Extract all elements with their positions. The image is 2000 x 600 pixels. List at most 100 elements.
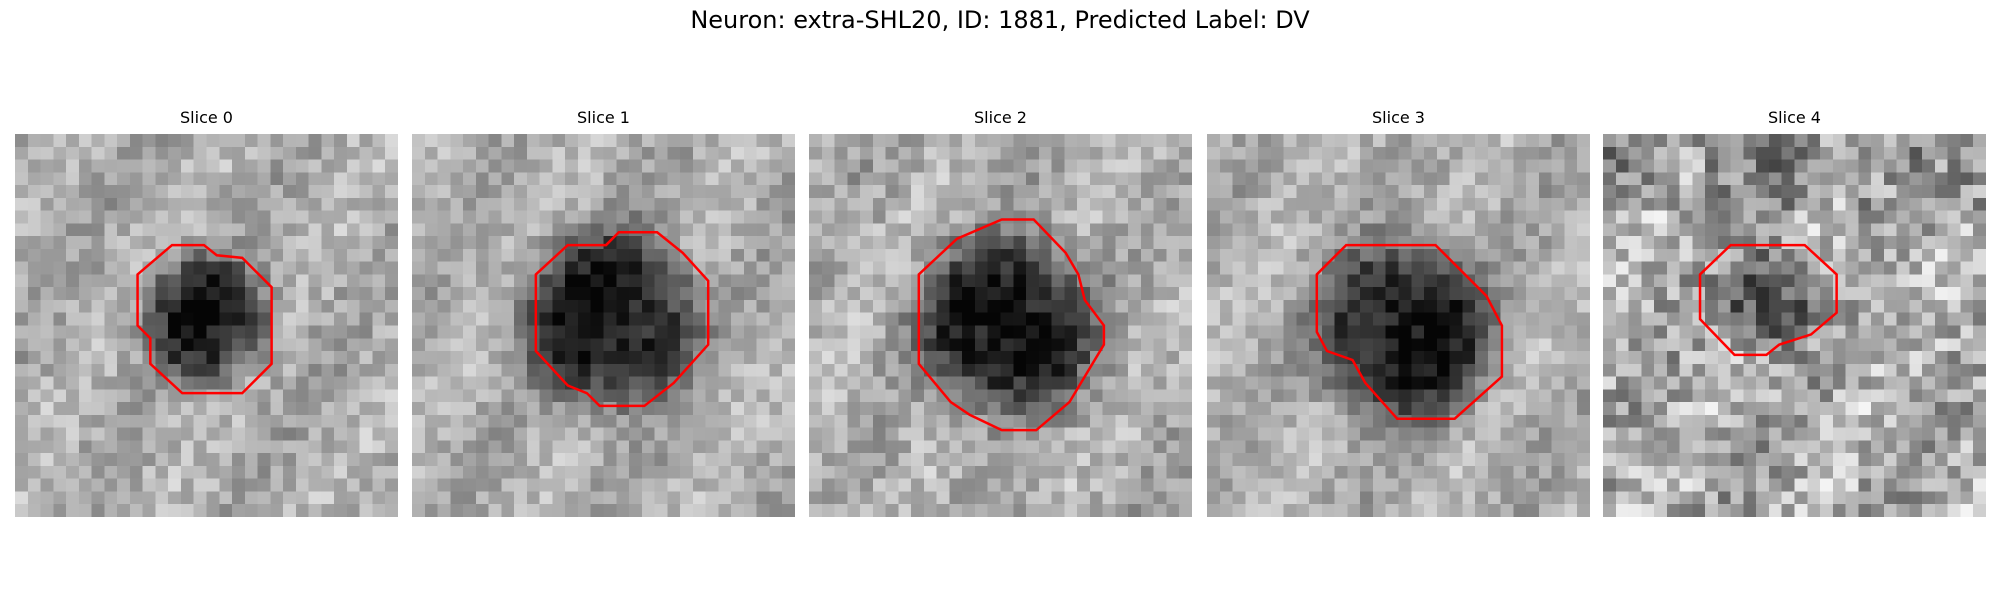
pixel (731, 223, 745, 237)
pixel (911, 453, 925, 467)
pixel (590, 223, 604, 237)
pixel (860, 159, 874, 173)
pixel (1424, 504, 1438, 517)
pixel (1947, 185, 1961, 199)
pixel (1258, 351, 1272, 365)
pixel (78, 478, 92, 492)
pixel (308, 312, 322, 326)
pixel (1756, 185, 1770, 199)
pixel (1270, 287, 1284, 301)
pixel (1051, 427, 1065, 441)
pixel (641, 274, 655, 288)
pixel (629, 197, 643, 211)
pixel (463, 491, 477, 505)
pixel (1334, 299, 1348, 313)
pixel (270, 172, 284, 186)
pixel (1089, 261, 1103, 275)
pixel (501, 453, 515, 467)
pixel (1500, 172, 1514, 186)
pixel (667, 504, 681, 517)
pixel (705, 146, 719, 160)
pixel (1411, 363, 1425, 377)
pixel (680, 338, 694, 352)
pixel (923, 402, 937, 416)
pixel (1449, 491, 1463, 505)
pixel (308, 338, 322, 352)
pixel (1526, 210, 1540, 224)
pixel (1960, 478, 1974, 492)
pixel (1666, 146, 1680, 160)
pixel (834, 427, 848, 441)
pixel (1883, 210, 1897, 224)
pixel (667, 325, 681, 339)
pixel (117, 389, 131, 403)
pixel (206, 299, 220, 313)
pixel (1487, 491, 1501, 505)
pixel (321, 223, 335, 237)
pixel (1347, 338, 1361, 352)
pixel (1654, 414, 1668, 428)
pixel (1321, 427, 1335, 441)
pixel (654, 363, 668, 377)
pixel (91, 440, 105, 454)
pixel (987, 338, 1001, 352)
pixel (1038, 274, 1052, 288)
pixel (1128, 261, 1142, 275)
pixel (1283, 478, 1297, 492)
pixel (372, 427, 386, 441)
pixel (463, 363, 477, 377)
pixel (821, 504, 835, 517)
pixel (590, 414, 604, 428)
pixel (1781, 351, 1795, 365)
pixel (1140, 236, 1154, 250)
pixel (590, 274, 604, 288)
pixel (321, 402, 335, 416)
pixel (1679, 185, 1693, 199)
pixel (936, 299, 950, 313)
pixel (1500, 312, 1514, 326)
pixel (743, 491, 757, 505)
pixel (860, 197, 874, 211)
pixel (872, 491, 886, 505)
pixel (1475, 376, 1489, 390)
pixel (1321, 172, 1335, 186)
pixel (974, 312, 988, 326)
pixel (1807, 351, 1821, 365)
pixel (1513, 376, 1527, 390)
pixel (1270, 223, 1284, 237)
pixel (206, 465, 220, 479)
pixel (295, 504, 309, 517)
pixel (1871, 325, 1885, 339)
pixel (66, 440, 80, 454)
pixel (911, 210, 925, 224)
pixel (1334, 134, 1348, 148)
pixel (809, 338, 823, 352)
pixel (283, 146, 297, 160)
pixel (372, 172, 386, 186)
pixel (193, 465, 207, 479)
pixel (1577, 440, 1590, 454)
pixel (692, 287, 706, 301)
pixel (514, 312, 528, 326)
pixel (1360, 312, 1374, 326)
pixel (1089, 185, 1103, 199)
pixel (180, 414, 194, 428)
pixel (885, 159, 899, 173)
pixel (346, 312, 360, 326)
pixel (641, 223, 655, 237)
pixel (1089, 465, 1103, 479)
pixel (514, 172, 528, 186)
pixel (1526, 363, 1540, 377)
pixel (463, 414, 477, 428)
pixel (1232, 312, 1246, 326)
pixel (1219, 376, 1233, 390)
pixel (155, 363, 169, 377)
pixel (641, 414, 655, 428)
pixel (1245, 172, 1259, 186)
pixel (1436, 465, 1450, 479)
pixel (1013, 491, 1027, 505)
pixel (1909, 210, 1923, 224)
pixel (1360, 261, 1374, 275)
pixel (847, 287, 861, 301)
pixel (1166, 491, 1180, 505)
